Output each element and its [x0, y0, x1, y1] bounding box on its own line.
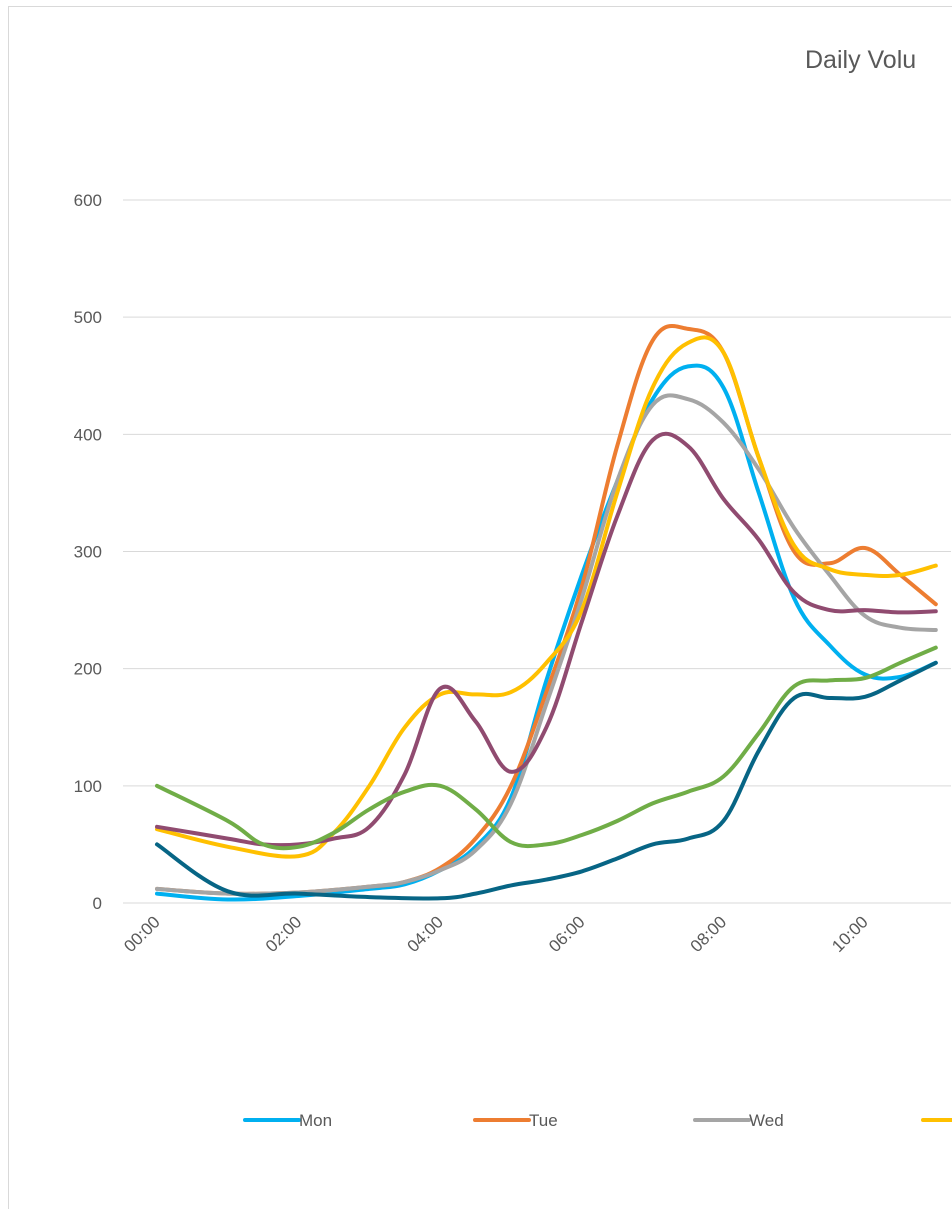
x-tick-label: 04:00	[404, 912, 448, 956]
x-tick-label: 10:00	[828, 912, 872, 956]
series-lines	[155, 324, 938, 902]
series-line-series-4	[155, 335, 938, 859]
y-tick-label: 300	[74, 543, 102, 562]
y-axis-ticks: 0 100 200 300 400 500 600	[74, 191, 102, 913]
x-tick-label: 06:00	[545, 912, 589, 956]
x-tick-label: 08:00	[687, 912, 731, 956]
y-tick-label: 600	[74, 191, 102, 210]
chart-frame: Daily Volu 0 100 200 300 400 500 600 00:00 02:0…	[8, 6, 952, 1209]
chart-title: Daily Volu	[805, 46, 916, 74]
x-tick-label: 00:00	[120, 912, 164, 956]
y-tick-label: 500	[74, 308, 102, 327]
series-line-wed	[155, 393, 938, 896]
x-tick-label: 02:00	[262, 912, 306, 956]
series-line-mon	[155, 363, 938, 902]
legend-label-mon: Mon	[299, 1111, 332, 1130]
legend-label-tue: Tue	[529, 1111, 558, 1130]
gridlines	[123, 199, 951, 904]
series-line-tue	[155, 324, 938, 896]
series-line-series-6	[155, 645, 938, 851]
x-axis-ticks: 00:00 02:00 04:00 06:00 08:00 10:00	[120, 912, 872, 956]
y-tick-label: 100	[74, 777, 102, 796]
y-tick-label: 400	[74, 425, 102, 444]
y-tick-label: 200	[74, 660, 102, 679]
legend-label-wed: Wed	[749, 1111, 784, 1130]
series-line-series-5	[155, 431, 938, 848]
series-line-series-7	[155, 660, 938, 901]
y-tick-label: 0	[93, 894, 102, 913]
legend: Mon Tue Wed	[243, 1111, 952, 1130]
line-chart: Daily Volu 0 100 200 300 400 500 600 00:00 02:0…	[74, 46, 952, 1130]
